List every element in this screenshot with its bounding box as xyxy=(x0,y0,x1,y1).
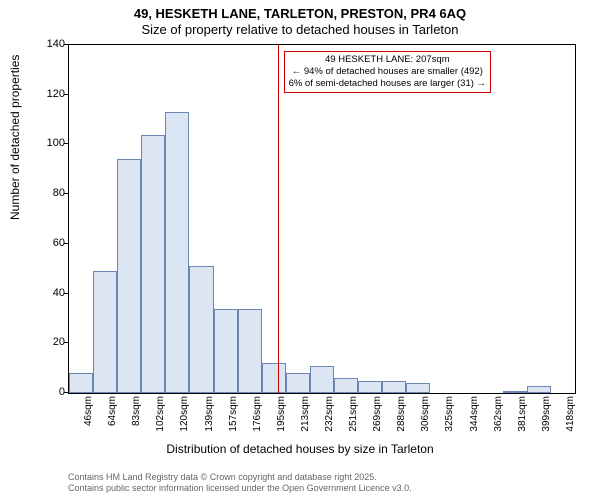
footer-line1: Contains HM Land Registry data © Crown c… xyxy=(68,472,377,482)
x-tick-label: 344sqm xyxy=(469,396,480,432)
attribution-footer: Contains HM Land Registry data © Crown c… xyxy=(68,472,412,494)
x-tick-label: 325sqm xyxy=(444,396,455,432)
x-tick-label: 157sqm xyxy=(228,396,239,432)
histogram-bar xyxy=(214,309,238,394)
y-tick-label: 140 xyxy=(47,38,65,50)
x-tick-label: 102sqm xyxy=(155,396,166,432)
x-tick-label: 83sqm xyxy=(131,396,142,426)
x-tick-label: 195sqm xyxy=(276,396,287,432)
x-tick-label: 213sqm xyxy=(300,396,311,432)
histogram-bar xyxy=(189,266,213,393)
histogram-bar xyxy=(406,383,430,393)
histogram-bar xyxy=(527,386,551,393)
x-axis-label: Distribution of detached houses by size … xyxy=(0,442,600,456)
y-axis-label: Number of detached properties xyxy=(8,55,22,220)
histogram-bar xyxy=(141,135,165,394)
x-tick-label: 232sqm xyxy=(324,396,335,432)
x-tick-label: 418sqm xyxy=(565,396,576,432)
histogram-bar xyxy=(117,159,141,393)
chart-container: 49, HESKETH LANE, TARLETON, PRESTON, PR4… xyxy=(0,0,600,500)
plot-area: 49 HESKETH LANE: 207sqm← 94% of detached… xyxy=(68,44,576,394)
annotation-box: 49 HESKETH LANE: 207sqm← 94% of detached… xyxy=(284,51,492,93)
x-tick-label: 139sqm xyxy=(204,396,215,432)
histogram-bar xyxy=(93,271,117,393)
annotation-line3: 6% of semi-detached houses are larger (3… xyxy=(289,78,487,89)
x-tick-label: 288sqm xyxy=(396,396,407,432)
histogram-bar xyxy=(310,366,334,393)
x-tick-label: 306sqm xyxy=(420,396,431,432)
annotation-line1: 49 HESKETH LANE: 207sqm xyxy=(325,54,450,65)
histogram-bar xyxy=(358,381,382,393)
marker-line xyxy=(278,45,279,393)
histogram-bar xyxy=(382,381,406,393)
histogram-bar xyxy=(503,391,527,393)
footer-line2: Contains public sector information licen… xyxy=(68,483,412,493)
histogram-bar xyxy=(238,309,262,394)
x-tick-label: 120sqm xyxy=(179,396,190,432)
chart-title-line2: Size of property relative to detached ho… xyxy=(0,22,600,37)
x-tick-label: 64sqm xyxy=(107,396,118,426)
y-tick-label: 120 xyxy=(47,88,65,100)
histogram-bar xyxy=(286,373,310,393)
histogram-bar xyxy=(165,112,189,393)
y-tick-label: 100 xyxy=(47,137,65,149)
histogram-bar xyxy=(334,378,358,393)
x-tick-label: 269sqm xyxy=(372,396,383,432)
x-tick-label: 381sqm xyxy=(517,396,528,432)
x-tick-label: 362sqm xyxy=(493,396,504,432)
chart-title-line1: 49, HESKETH LANE, TARLETON, PRESTON, PR4… xyxy=(0,6,600,21)
histogram-bar xyxy=(262,363,286,393)
x-tick-label: 251sqm xyxy=(348,396,359,432)
x-tick-label: 46sqm xyxy=(83,396,94,426)
annotation-line2: ← 94% of detached houses are smaller (49… xyxy=(292,66,483,77)
x-tick-label: 399sqm xyxy=(541,396,552,432)
histogram-bar xyxy=(69,373,93,393)
x-tick-label: 176sqm xyxy=(252,396,263,432)
